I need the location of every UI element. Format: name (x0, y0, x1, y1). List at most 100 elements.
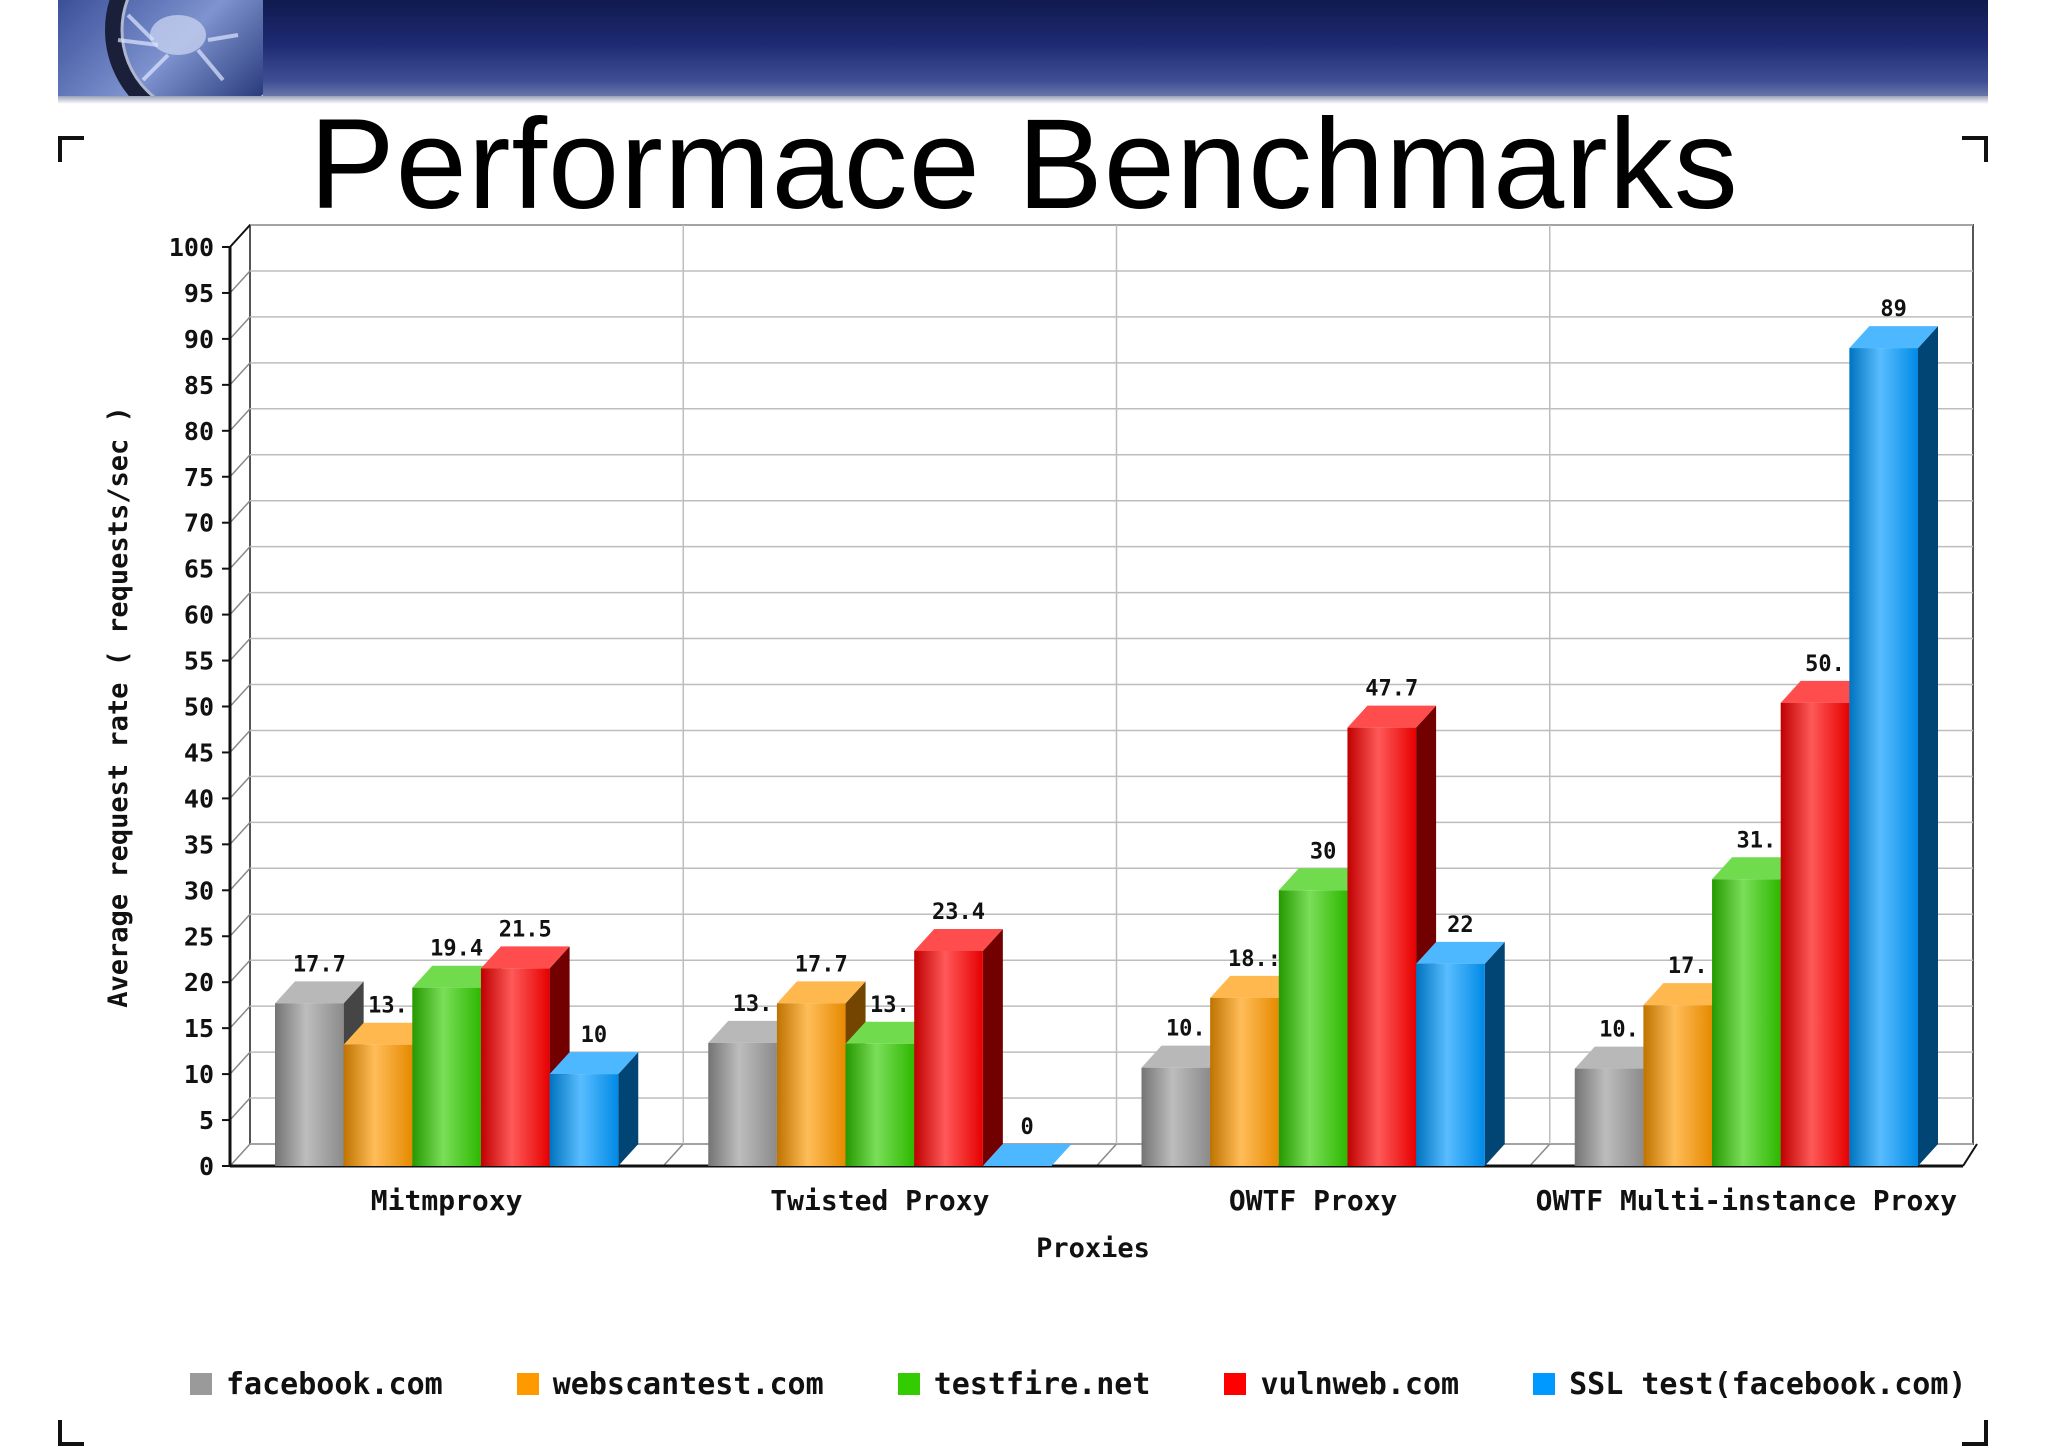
bar-top (1141, 1045, 1231, 1068)
bar-top (914, 928, 1003, 951)
y-tick-label: 10 (184, 1060, 214, 1089)
y-tick-label: 60 (184, 601, 214, 630)
gridline-side (229, 546, 251, 570)
bar-top (1347, 705, 1437, 728)
bar-value-label: 17.7 (293, 952, 346, 977)
bar-front (708, 1042, 777, 1166)
header-banner (58, 0, 1988, 96)
y-tick-label: 35 (184, 830, 214, 859)
y-tick-label: 55 (184, 647, 214, 676)
bar-front (1210, 997, 1279, 1166)
legend-swatch (1533, 1373, 1556, 1395)
gridline-side (229, 362, 251, 386)
wasp-logo-icon (105, 0, 263, 96)
bar-value-label: 0 (1021, 1115, 1034, 1140)
corner-mark-top-right (1962, 136, 1988, 162)
bar-front (343, 1044, 413, 1166)
legend-item: webscantest.com (516, 1366, 824, 1402)
bar-value-label: 21.5 (499, 917, 552, 942)
bar-value-label: 89 (1880, 297, 1907, 322)
legend-label: vulnweb.com (1260, 1366, 1460, 1402)
bar-top (1574, 1046, 1664, 1069)
bar-value-label: 10. (1166, 1017, 1206, 1042)
legend-label: webscantest.com (552, 1366, 824, 1402)
bar-value-label: 18.: (1228, 947, 1281, 972)
gridline-side (229, 959, 251, 983)
y-tick-label: 100 (169, 233, 214, 262)
bar-front (1141, 1067, 1211, 1166)
y-tick-label: 40 (184, 784, 214, 813)
gridline-side (229, 775, 251, 799)
bar-front (1416, 963, 1485, 1166)
bar-front (480, 968, 550, 1166)
bar-top (549, 1052, 639, 1075)
bar-top (412, 965, 501, 988)
bar-front (1780, 702, 1850, 1166)
bar-value-label: 17.7 (795, 952, 848, 977)
y-tick-label: 0 (199, 1152, 214, 1181)
gridline-side (229, 683, 251, 708)
bar-value-label: 10. (1599, 1018, 1639, 1043)
x-category-label: Mitmproxy (371, 1184, 523, 1217)
gridline-side (229, 592, 251, 616)
bar-side (618, 1052, 639, 1166)
legend-label: facebook.com (226, 1366, 443, 1402)
header-banner-shadow (58, 96, 1988, 104)
legend-swatch (516, 1373, 539, 1395)
bar-value-label: 19.4 (430, 937, 483, 962)
bar-value-label: 31. (1737, 828, 1777, 853)
bar-front (1278, 890, 1348, 1166)
bar-top (343, 1022, 433, 1045)
y-tick-label: 85 (184, 371, 214, 400)
y-tick-label: 65 (184, 555, 214, 584)
bar-value-label: 47.7 (1365, 677, 1418, 702)
x-axis-title: Proxies (1036, 1233, 1150, 1264)
floor-divider (1529, 1143, 1551, 1167)
gridline-side (229, 638, 251, 662)
bar-side (982, 928, 1003, 1166)
legend-item: SSL test(facebook.com) (1533, 1367, 1966, 1402)
gridline-side (229, 500, 251, 524)
chart-labels: 0 5 10 15 20 25 30 35 40 45 50 55 60 65 70 75 80 85 90 95 10… (169, 233, 1957, 1217)
bar-front (1643, 1005, 1713, 1166)
bar (1849, 326, 1938, 1167)
legend-swatch (897, 1373, 920, 1395)
y-tick-label: 5 (199, 1106, 214, 1135)
legend-item: facebook.com (190, 1367, 443, 1402)
bar-top (1210, 975, 1299, 998)
gridline-side (229, 270, 251, 294)
bar (1416, 941, 1505, 1166)
floor-divider (1095, 1143, 1118, 1167)
bar-value-label: 10 (581, 1023, 608, 1048)
bar-front (1347, 727, 1417, 1166)
gridline-side (229, 1005, 251, 1029)
gridline-side (229, 1051, 251, 1075)
y-axis-title: Average request rate ( requests/sec ) (103, 406, 134, 1007)
gridline-side (229, 1097, 251, 1121)
x-category-label: Twisted Proxy (770, 1184, 989, 1217)
bar-top (275, 981, 364, 1004)
legend-swatch (190, 1373, 212, 1395)
corner-mark-bottom-left (58, 1420, 84, 1446)
chart-bars (275, 326, 1938, 1167)
legend-item: testfire.net (897, 1367, 1150, 1402)
bar-top (708, 1020, 797, 1043)
bar-front (1849, 348, 1918, 1167)
gridline-side (229, 867, 251, 891)
x-category-label: OWTF Proxy (1229, 1184, 1398, 1217)
y-tick-label: 30 (184, 876, 214, 905)
x-category-label: OWTF Multi-instance Proxy (1536, 1184, 1958, 1217)
y-tick-label: 75 (184, 463, 214, 492)
bar-front (1712, 879, 1781, 1166)
gridline-side (229, 1143, 251, 1167)
bar-top (845, 1021, 935, 1044)
corner-mark-top-left (58, 136, 84, 162)
y-tick-label: 90 (184, 325, 214, 354)
gridline-side (229, 913, 251, 937)
bar-top (1780, 680, 1870, 703)
legend-label: SSL test(facebook.com) (1569, 1366, 1967, 1402)
bar-top (1278, 868, 1368, 891)
y-tick-label: 95 (184, 279, 214, 308)
bar-value-label: 22 (1447, 913, 1474, 938)
bar-value-label: 17. (1668, 954, 1708, 979)
